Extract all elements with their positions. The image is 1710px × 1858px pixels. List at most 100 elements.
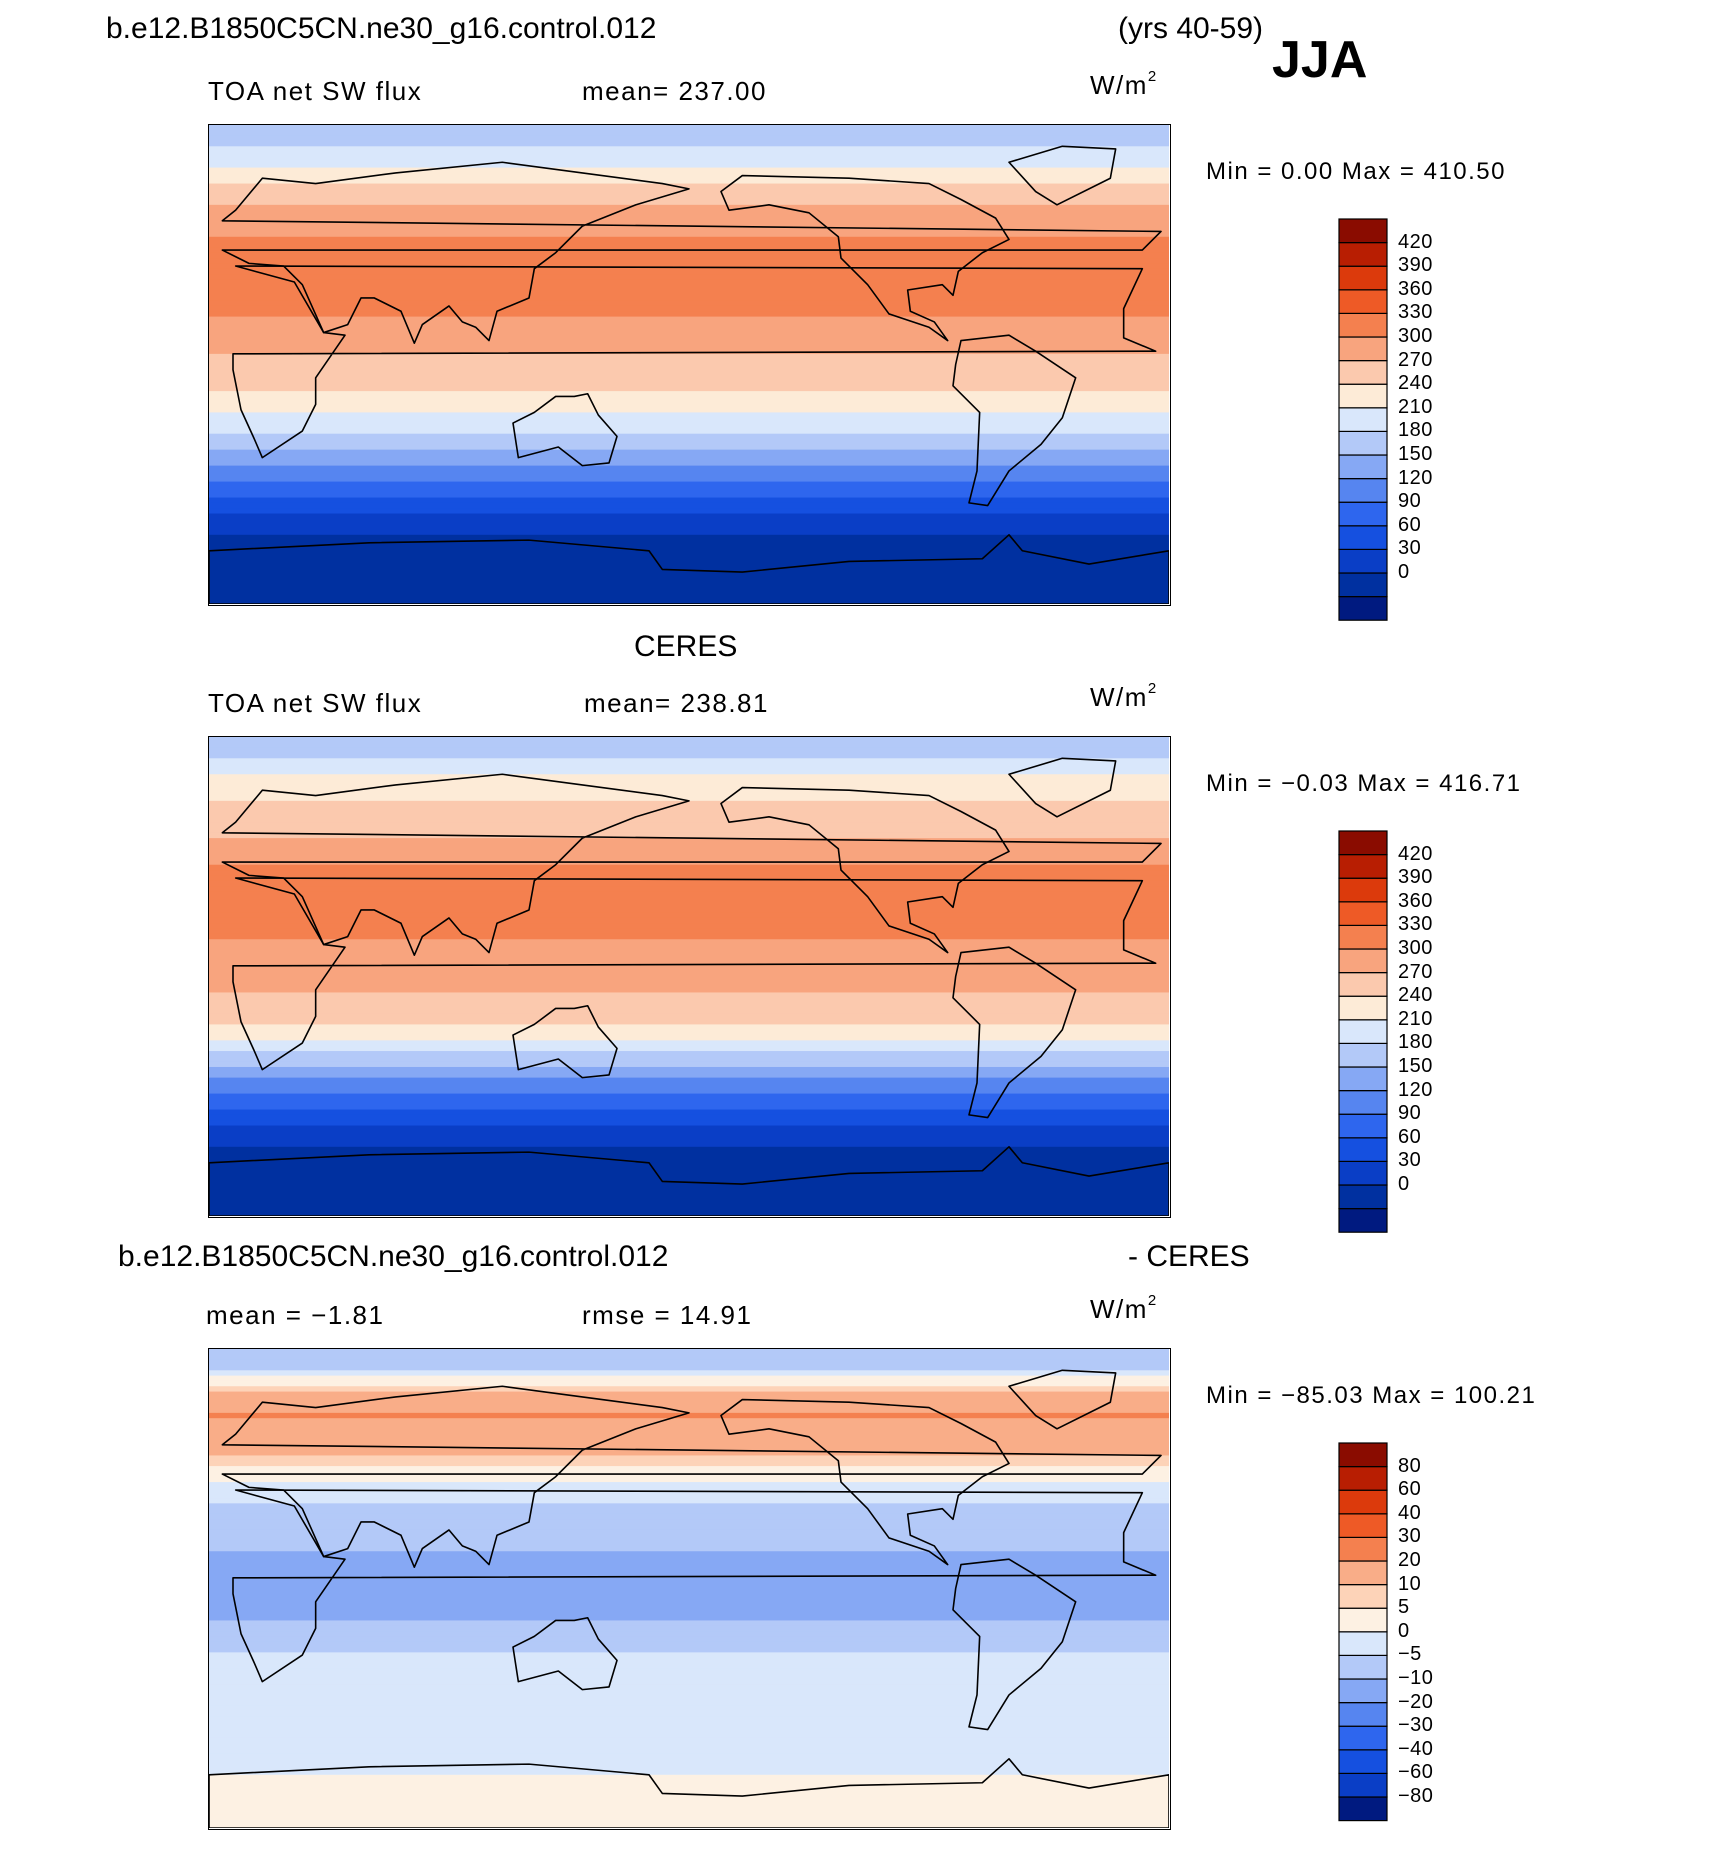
colorbar-box (1338, 1560, 1388, 1586)
field-band (209, 236, 1169, 243)
colorbar-label: 120 (1398, 1078, 1433, 1101)
field-band (209, 1364, 1169, 1371)
field-band (209, 774, 1169, 781)
field-band (209, 1583, 1169, 1590)
panel1-map (208, 124, 1171, 606)
field-band (209, 151, 1169, 158)
colorbar-label: 0 (1398, 1173, 1410, 1195)
colorbar-label: 0 (1398, 1619, 1410, 1642)
field-band (209, 1003, 1169, 1010)
coastline-greenland (1008, 757, 1117, 818)
field-band (209, 1098, 1169, 1105)
field-band (209, 449, 1169, 456)
field-band (209, 125, 1169, 131)
field-band (209, 832, 1169, 839)
colorbar-label: 270 (1398, 960, 1433, 983)
field-band (209, 1567, 1169, 1574)
field-band (209, 1008, 1169, 1015)
field-band (209, 1136, 1169, 1143)
colorbar-label: 360 (1398, 277, 1433, 300)
field-band (209, 284, 1169, 291)
colorbar-box (1338, 265, 1388, 291)
field-band (209, 178, 1169, 185)
colorbar-box (1338, 1772, 1388, 1798)
colorbar-label: 80 (1398, 1454, 1422, 1477)
field-band (209, 848, 1169, 855)
field-band (209, 1796, 1169, 1802)
colorbar-box (1338, 548, 1388, 574)
field-band (209, 1694, 1169, 1701)
field-band (209, 827, 1169, 834)
coastline-antarctica (209, 1758, 1169, 1828)
field-band (209, 470, 1169, 477)
field-band (209, 1668, 1169, 1675)
coastline-north-america (720, 1398, 1010, 1566)
field-band (209, 1657, 1169, 1664)
field-band (209, 795, 1169, 802)
field-band (209, 1056, 1169, 1063)
field-band (209, 162, 1169, 169)
field-band (209, 747, 1169, 754)
panel2-colorbar: 420 390 360 330 300 270 240 210 180 150 120 90 60 30 0 (1338, 830, 1488, 1240)
colorbar-box (1338, 289, 1388, 315)
field-band (209, 343, 1169, 350)
field-band (209, 1732, 1169, 1739)
field-band (209, 1349, 1169, 1355)
field-band (209, 1678, 1169, 1685)
colorbar-box (1338, 948, 1388, 974)
field-band (209, 428, 1169, 435)
field-band (209, 1492, 1169, 1499)
colorbar-label: 180 (1398, 419, 1433, 442)
field-band (209, 348, 1169, 355)
colorbar-box (1338, 1702, 1388, 1727)
field-band (209, 1764, 1169, 1771)
field-band (209, 375, 1169, 382)
colorbar-box (1338, 218, 1388, 244)
years-label: (yrs 40-59) (1118, 12, 1264, 45)
field-band (209, 188, 1169, 195)
colorbar-box (1338, 501, 1388, 527)
field-band (209, 790, 1169, 797)
field-band (209, 1077, 1169, 1084)
field-band (209, 481, 1169, 488)
panel3-units: W/m2 (1090, 1292, 1158, 1324)
field-band (209, 992, 1169, 999)
coastline-greenland (1008, 1369, 1117, 1430)
field-band (209, 1051, 1169, 1057)
colorbar-box (1338, 924, 1388, 950)
field-band (209, 779, 1169, 786)
field-band (209, 167, 1169, 174)
field-band (209, 407, 1169, 413)
field-band (209, 172, 1169, 179)
field-band (209, 1636, 1169, 1643)
colorbar-box (1338, 1137, 1388, 1162)
field-band (209, 1029, 1169, 1036)
coastline-eurasia (221, 161, 1162, 345)
field-band (209, 1109, 1169, 1116)
field-band (209, 752, 1169, 759)
field-band (209, 1700, 1169, 1707)
colorbar-label: 60 (1398, 1478, 1422, 1501)
field-band (209, 279, 1169, 286)
field-band (209, 1812, 1169, 1818)
field-band (209, 550, 1169, 557)
field-band (209, 854, 1169, 861)
field-band (209, 577, 1169, 584)
field-band (209, 1439, 1169, 1446)
colorbar-label: 60 (1398, 513, 1422, 536)
field-band (209, 369, 1169, 376)
field-band (209, 1407, 1169, 1414)
colorbar-boxes (1338, 1442, 1388, 1822)
field-band (209, 1785, 1169, 1792)
diff-case-title: b.e12.B1850C5CN.ne30_g16.control.012 (118, 1240, 669, 1273)
coastline-north-america (720, 174, 1010, 342)
field-band (209, 891, 1169, 898)
coastline-africa (232, 1489, 1157, 1683)
field-band (209, 1423, 1169, 1430)
field-band (209, 1125, 1169, 1132)
field-band (209, 204, 1169, 211)
colorbar-box (1338, 1536, 1388, 1562)
colorbar-box (1338, 830, 1388, 856)
field-band (209, 210, 1169, 217)
colorbar-box (1338, 478, 1388, 503)
